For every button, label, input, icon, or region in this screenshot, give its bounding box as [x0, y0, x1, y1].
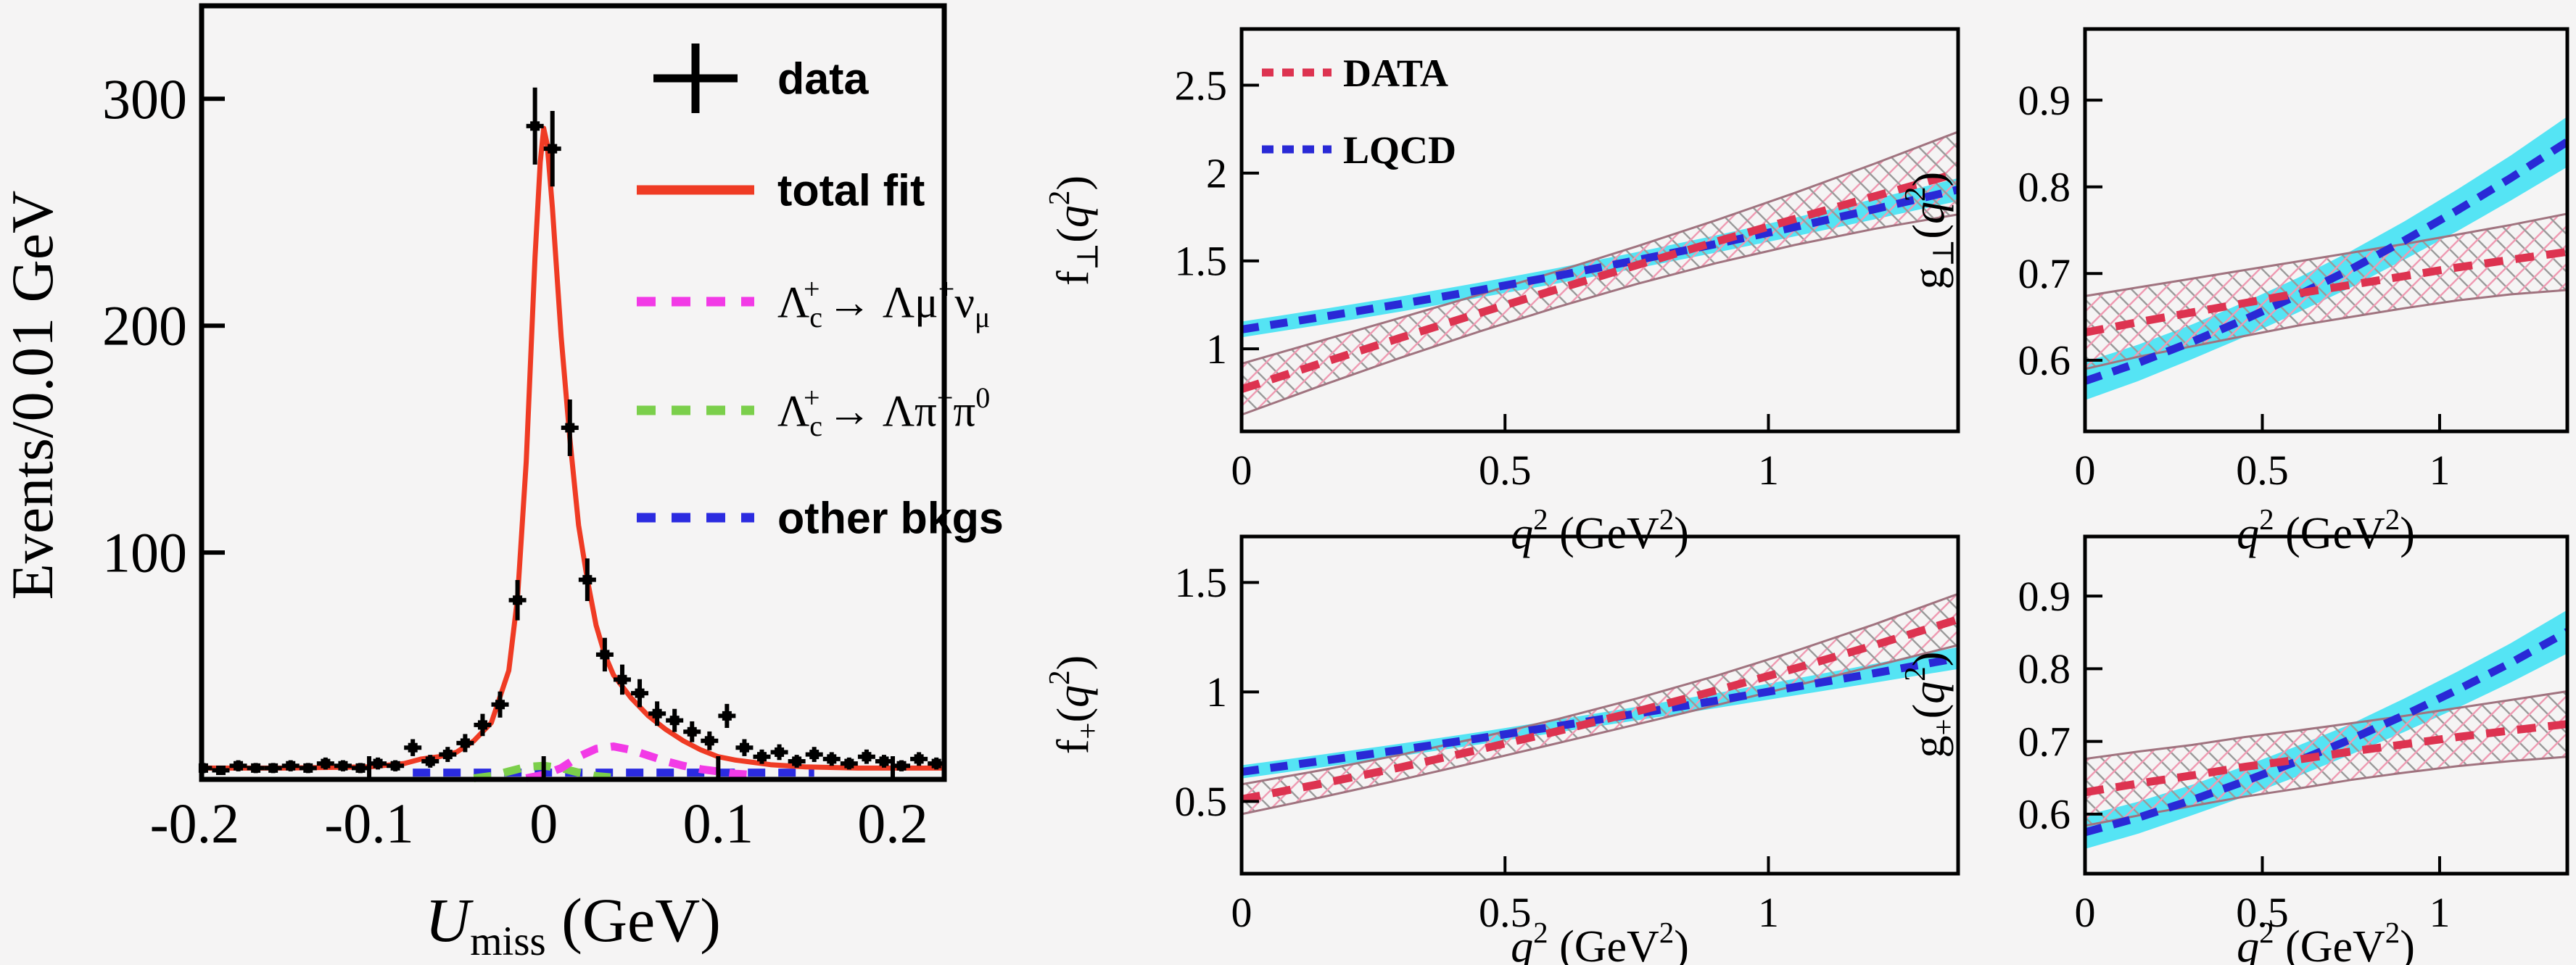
x-tick-label: 0 — [2075, 889, 2096, 936]
x-axis-label: q2 (GeV2) — [1511, 502, 1689, 558]
x-axis-label: Umiss (GeV) — [425, 885, 721, 964]
lqcd-band — [2085, 610, 2567, 849]
x-tick-label: 1 — [2429, 447, 2450, 494]
y-axis-label: g⊥(q2) — [1898, 172, 1960, 289]
x-tick-label: 0 — [529, 792, 558, 855]
x-tick-label: -0.2 — [150, 792, 239, 855]
axes: 0.5 1 1.5 0 0.5 1 — [1175, 534, 1960, 936]
x-tick-label: 0.5 — [1479, 889, 1532, 936]
data-band-hatch — [2085, 213, 2567, 369]
y-tick-label: 0.7 — [2018, 718, 2071, 765]
y-axis-label: f+(q2) — [1042, 655, 1105, 755]
x-tick-label: 0.5 — [2236, 447, 2289, 494]
y-tick-label: 0.9 — [2018, 573, 2071, 620]
data-curve — [2084, 247, 2568, 336]
lqcd-curve — [1241, 186, 1960, 334]
legend-label: other bkgs — [777, 493, 1004, 542]
axes: 0.6 0.7 0.8 0.9 0 0.5 1 — [2018, 27, 2569, 494]
y-tick-label: 0.8 — [2018, 645, 2071, 692]
plot-frame — [2083, 27, 2569, 434]
data-band-hatch — [1242, 131, 1958, 415]
lqcd-curve — [2084, 138, 2569, 385]
data-points — [198, 87, 944, 775]
g-plus-formfactor-chart: 0.6 0.7 0.8 0.9 0 0.5 1 q2 (GeV2) g+(q2) — [1898, 534, 2569, 965]
x-tick-label: 0 — [2075, 447, 2096, 494]
y-tick-label: 1 — [1206, 326, 1227, 373]
lqcd-band — [2085, 116, 2567, 400]
y-tick-label: 300 — [102, 67, 187, 131]
lqcd-curve — [1241, 654, 1959, 776]
legend: DATA LQCD — [1262, 51, 1456, 172]
y-tick-label: 0.6 — [2018, 337, 2071, 384]
axes: 100 200 300 -0.2 -0.1 0 0.1 0.2 — [102, 3, 947, 855]
y-tick-label: 0.8 — [2018, 163, 2071, 210]
y-tick-label: 0.7 — [2018, 250, 2071, 297]
legend-label: DATA — [1343, 51, 1448, 95]
y-tick-label: 0.5 — [1175, 778, 1228, 825]
y-tick-label: 0.6 — [2018, 791, 2071, 838]
x-tick-label: 0.1 — [683, 792, 754, 855]
plot-frame — [1239, 27, 1960, 434]
x-tick-label: 0 — [1231, 889, 1252, 936]
y-tick-label: 200 — [102, 294, 187, 357]
x-axis-label: q2 (GeV2) — [2237, 916, 2415, 965]
y-tick-label: 100 — [102, 521, 187, 584]
x-axis-label: q2 (GeV2) — [1511, 916, 1689, 965]
data-curve — [1240, 616, 1960, 803]
legend-label: Λc+ → Λμ+νμ — [777, 273, 990, 334]
x-tick-label: 0 — [1231, 447, 1252, 494]
f-perp-formfactor-chart: 1 1.5 2 2.5 0 0.5 1 q2 (GeV2) f⊥(q2) DATA LQCD — [1042, 27, 1960, 558]
plot-frame — [199, 3, 947, 782]
legend-label: Λc+ → Λπ+π0 — [777, 381, 990, 442]
y-tick-label: 1 — [1206, 668, 1227, 716]
f-plus-formfactor-chart: 0.5 1 1.5 0 0.5 1 q2 (GeV2) f+(q2) — [1042, 534, 1960, 965]
y-axis-label: f⊥(q2) — [1042, 175, 1105, 286]
legend-label: data — [777, 54, 870, 103]
legend: data total fit Λc+ → Λμ+νμ Λc+ → Λπ+π0 other b… — [637, 44, 1004, 542]
axes: 1 1.5 2 2.5 0 0.5 1 — [1175, 27, 1960, 494]
x-tick-label: 1 — [1758, 447, 1779, 494]
y-tick-label: 2.5 — [1175, 62, 1228, 109]
x-tick-label: -0.1 — [324, 792, 413, 855]
y-tick-label: 2 — [1206, 149, 1227, 196]
y-tick-label: 0.9 — [2018, 77, 2071, 124]
plot-frame — [2083, 534, 2569, 876]
x-tick-label: 0.5 — [2236, 889, 2289, 936]
lqcd-band — [1242, 647, 1958, 779]
total-fit-curve — [202, 125, 944, 771]
x-tick-label: 1 — [1758, 889, 1779, 936]
x-axis-label: q2 (GeV2) — [2237, 502, 2415, 558]
x-tick-label: 1 — [2429, 889, 2450, 936]
legend-label: total fit — [777, 165, 925, 215]
x-tick-label: 0.2 — [857, 792, 928, 855]
legend-label: LQCD — [1343, 128, 1456, 172]
signal-mu-curve — [525, 742, 754, 782]
x-tick-label: 0.5 — [1479, 447, 1532, 494]
y-tick-label: 1.5 — [1175, 238, 1228, 285]
axes: 0.6 0.7 0.8 0.9 0 0.5 1 — [2018, 534, 2569, 936]
y-axis-label: g+(q2) — [1898, 652, 1960, 758]
umiss-histogram-chart: 100 200 300 -0.2 -0.1 0 0.1 0.2 Umiss (GeV) Event… — [0, 3, 1004, 964]
data-curve — [2084, 720, 2568, 797]
y-tick-label: 1.5 — [1175, 559, 1228, 606]
plot-frame — [1239, 534, 1960, 876]
y-axis-label: Events/0.01 GeV — [0, 191, 65, 600]
g-perp-formfactor-chart: 0.6 0.7 0.8 0.9 0 0.5 1 q2 (GeV2) g⊥(q2) — [1898, 27, 2569, 558]
data-band-hatch — [1242, 594, 1958, 814]
